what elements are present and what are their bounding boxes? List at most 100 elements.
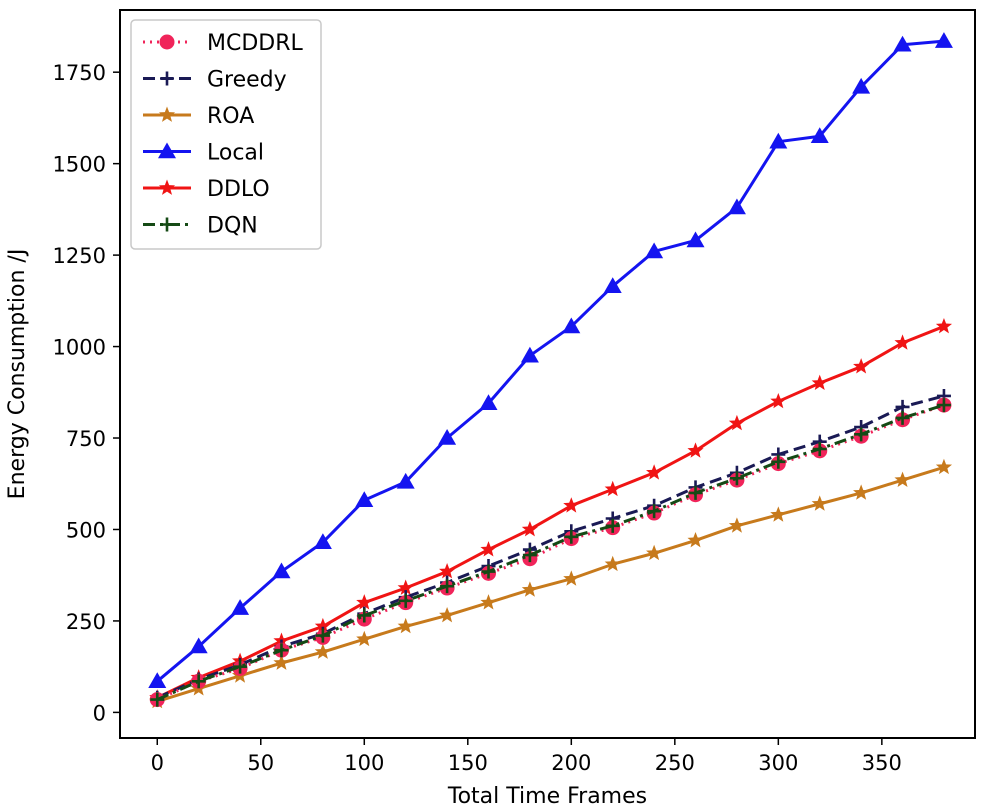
data-point: [894, 334, 911, 350]
data-point: [522, 548, 537, 563]
data-point: [894, 471, 911, 487]
y-tick-label: 1750: [53, 61, 106, 85]
legend-entry: Local: [143, 141, 264, 166]
series-ddlo: [149, 317, 953, 705]
data-point: [160, 217, 174, 232]
data-point: [812, 441, 827, 456]
data-point: [398, 593, 413, 608]
data-point: [480, 541, 497, 557]
legend-label: Local: [207, 141, 264, 166]
plot-frame: [119, 9, 976, 739]
data-point: [563, 497, 580, 513]
data-point: [811, 374, 828, 391]
data-point: [438, 429, 457, 445]
series-line: [156, 403, 945, 701]
series-line: [156, 325, 945, 700]
data-point: [356, 594, 373, 610]
data-point: [158, 106, 176, 122]
data-point: [274, 643, 289, 658]
data-point: [770, 392, 787, 409]
data-point: [439, 606, 456, 623]
data-point: [520, 346, 539, 363]
legend-label: DDLO: [207, 177, 270, 202]
series-dqn: [150, 398, 951, 707]
data-point: [355, 491, 374, 507]
data-point: [771, 454, 786, 469]
legend-label: DQN: [207, 214, 258, 239]
data-point: [646, 544, 663, 561]
y-tick-label: 1000: [53, 336, 106, 360]
data-point: [273, 654, 290, 670]
data-point: [231, 599, 250, 615]
data-point: [769, 132, 788, 149]
data-point: [189, 637, 208, 654]
series-greedy: [150, 388, 951, 705]
data-point: [562, 317, 581, 334]
data-point: [936, 398, 951, 413]
data-point: [150, 692, 165, 707]
y-axis-label: Energy Consumption /J: [5, 249, 30, 500]
data-point: [564, 529, 579, 544]
data-point: [521, 581, 538, 597]
series-local: [148, 32, 953, 689]
y-tick-label: 250: [66, 610, 106, 634]
data-point: [729, 471, 744, 486]
legend-label: Greedy: [207, 68, 287, 93]
data-point: [934, 32, 953, 48]
data-point: [687, 442, 704, 458]
y-tick-label: 1250: [53, 244, 106, 268]
data-point: [605, 518, 620, 533]
data-point: [159, 34, 175, 50]
x-tick-label: 300: [758, 751, 798, 775]
x-tick-label: 0: [151, 751, 164, 775]
data-point: [935, 317, 953, 334]
data-point: [686, 231, 705, 248]
legend-entry: DQN: [143, 214, 258, 239]
legend-entry: ROA: [143, 104, 254, 129]
data-point: [158, 179, 176, 195]
data-point: [603, 277, 622, 293]
data-point: [727, 198, 746, 215]
data-point: [314, 617, 331, 634]
legend-entry: Greedy: [143, 68, 287, 93]
data-point: [810, 127, 829, 143]
data-point: [148, 672, 167, 689]
data-point: [854, 427, 869, 442]
data-point: [647, 504, 662, 519]
y-tick-label: 750: [66, 427, 106, 451]
data-point: [646, 464, 663, 480]
y-tick-label: 0: [93, 701, 106, 725]
data-point: [397, 579, 414, 595]
data-point: [272, 562, 291, 579]
x-tick-label: 200: [551, 751, 591, 775]
data-point: [893, 35, 912, 52]
data-point: [314, 643, 331, 659]
x-tick-label: 350: [862, 751, 902, 775]
legend-entry: MCDDRL: [143, 31, 304, 56]
data-point: [645, 242, 664, 259]
x-tick-label: 100: [344, 751, 384, 775]
data-point: [313, 533, 332, 550]
data-point: [233, 659, 248, 674]
x-tick-label: 150: [448, 751, 488, 775]
x-tick-label: 250: [655, 751, 695, 775]
data-point: [315, 628, 330, 643]
data-point: [356, 630, 373, 647]
x-axis-label: Total Time Frames: [447, 784, 647, 809]
legend-box: [130, 19, 322, 250]
data-point: [563, 570, 580, 586]
axes: 0 50 100 150 200 250 300 350 0 250 500 750 1000 1250 1…: [53, 61, 902, 775]
data-point: [811, 495, 828, 511]
series-line: [156, 39, 945, 683]
data-point: [397, 617, 414, 634]
y-tick-label: 500: [66, 518, 106, 542]
series-mcddrl: [149, 397, 952, 708]
data-point: [439, 563, 456, 579]
data-point: [688, 485, 703, 500]
data-point: [396, 472, 415, 489]
data-point: [480, 594, 497, 610]
data-point: [728, 414, 746, 431]
data-point: [895, 410, 910, 425]
data-point: [604, 555, 621, 572]
data-point: [479, 394, 498, 411]
